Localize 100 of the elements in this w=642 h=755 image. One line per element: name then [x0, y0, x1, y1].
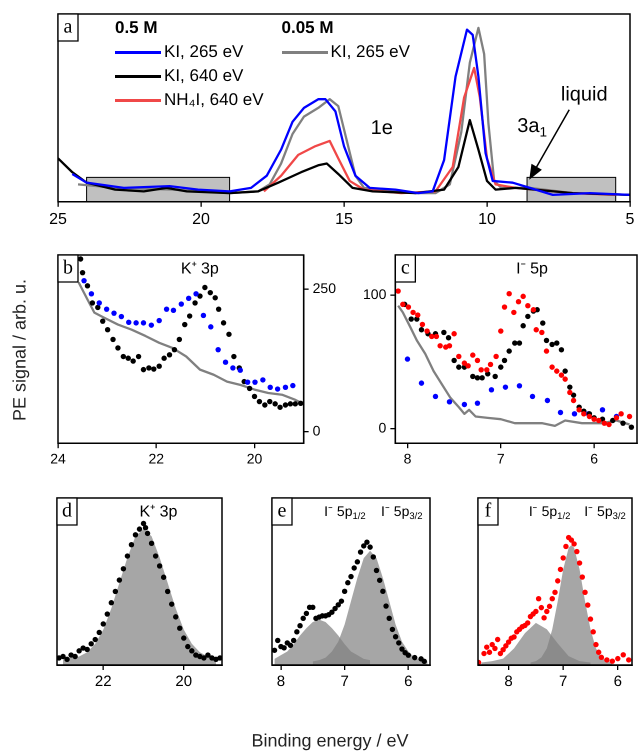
point — [181, 635, 186, 641]
annotation: c — [400, 256, 410, 278]
point — [148, 540, 154, 546]
point — [602, 420, 608, 426]
point — [474, 375, 480, 380]
point — [277, 404, 283, 410]
point — [173, 614, 178, 620]
point — [161, 356, 167, 361]
point — [164, 306, 170, 312]
point — [494, 636, 500, 642]
point — [92, 636, 98, 642]
point — [95, 304, 100, 310]
point — [516, 340, 522, 346]
point — [111, 310, 117, 316]
point — [142, 525, 148, 530]
point — [156, 318, 162, 324]
y-tick-label: 250 — [312, 280, 336, 296]
point — [406, 652, 412, 658]
point — [386, 616, 392, 622]
point — [151, 366, 156, 372]
point — [576, 560, 582, 566]
point — [554, 340, 560, 346]
point — [590, 629, 596, 635]
point — [364, 540, 370, 545]
point — [488, 387, 494, 393]
point — [490, 642, 495, 648]
point — [506, 348, 512, 354]
point — [620, 652, 626, 658]
point — [146, 365, 152, 371]
chart-title: K⁺ 3p — [180, 260, 219, 278]
x-tick-label: 6 — [404, 673, 413, 690]
point — [392, 634, 398, 640]
point — [140, 366, 146, 372]
point — [374, 568, 380, 574]
point — [410, 310, 416, 316]
x-tick-label: 6 — [614, 673, 622, 690]
point — [596, 650, 602, 655]
point — [399, 646, 405, 652]
point — [574, 548, 580, 554]
point — [571, 541, 577, 547]
point — [481, 650, 487, 656]
point — [558, 347, 564, 352]
point — [432, 394, 438, 400]
point — [104, 327, 110, 332]
point — [274, 386, 280, 392]
point — [148, 322, 154, 328]
legend-label: KI, 640 eV — [164, 65, 244, 87]
x-tick-label: 10 — [478, 210, 496, 228]
point — [544, 338, 550, 344]
point — [511, 310, 517, 316]
point — [420, 322, 426, 328]
point — [544, 398, 550, 404]
point — [288, 642, 294, 648]
point — [615, 656, 620, 662]
point — [539, 330, 545, 336]
point — [554, 368, 560, 374]
point — [361, 543, 366, 549]
point — [600, 407, 606, 413]
point — [412, 654, 418, 660]
point — [231, 354, 237, 360]
point — [516, 299, 522, 304]
annotation: 1e — [370, 117, 393, 140]
point — [332, 606, 338, 612]
point — [563, 544, 569, 550]
point — [246, 386, 252, 392]
point — [128, 542, 134, 548]
point — [503, 643, 509, 649]
point — [581, 411, 587, 417]
point — [544, 608, 550, 614]
point — [244, 379, 250, 385]
point — [290, 638, 296, 644]
point — [376, 578, 382, 583]
point — [462, 402, 468, 408]
point — [534, 327, 539, 332]
point — [336, 602, 341, 608]
point — [104, 306, 110, 312]
point — [516, 383, 522, 389]
point — [540, 320, 546, 326]
point — [272, 401, 278, 407]
point — [520, 323, 526, 328]
point — [212, 295, 218, 300]
point — [297, 623, 303, 628]
annotation: liquid — [560, 83, 608, 106]
point — [130, 358, 136, 364]
text: d — [62, 499, 72, 522]
point — [562, 376, 568, 382]
point — [446, 343, 452, 348]
point — [329, 610, 335, 615]
point — [380, 588, 386, 594]
point — [152, 553, 158, 559]
point — [354, 559, 360, 565]
point — [126, 320, 132, 325]
point — [446, 399, 452, 405]
point — [90, 300, 96, 306]
point — [205, 652, 211, 658]
point — [383, 603, 389, 609]
point — [260, 377, 266, 383]
point — [492, 646, 498, 652]
point — [252, 394, 258, 400]
x-tick-label: 20 — [246, 450, 263, 466]
